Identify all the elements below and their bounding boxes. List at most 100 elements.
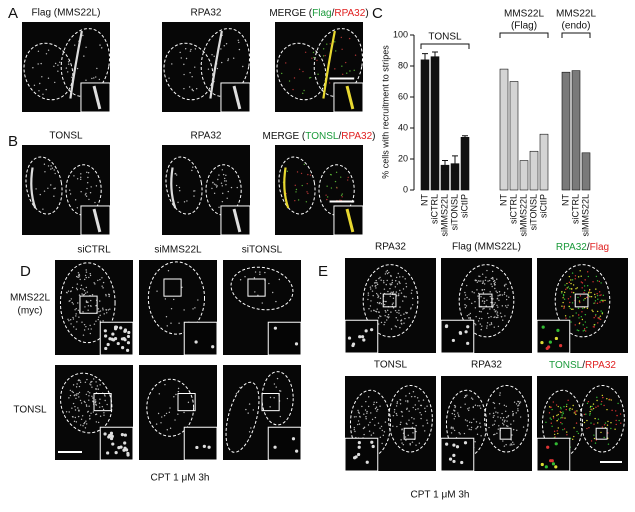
focus [615, 419, 617, 422]
inset-focus [551, 462, 556, 466]
label: siCTRL [77, 245, 111, 256]
inset-focus [121, 346, 125, 350]
focus [562, 429, 564, 431]
focus [367, 405, 370, 408]
focus [74, 199, 77, 201]
focus [422, 425, 424, 427]
x-tick-label: siCTRL [508, 194, 518, 224]
focus [452, 428, 454, 430]
focus [559, 406, 562, 409]
focus [341, 193, 344, 195]
focus [599, 301, 601, 303]
focus [577, 432, 580, 435]
focus [69, 389, 72, 392]
focus [502, 424, 505, 426]
focus [383, 431, 386, 433]
focus [468, 407, 470, 409]
focus [392, 307, 395, 309]
focus [77, 272, 80, 274]
focus [388, 316, 390, 318]
focus [488, 279, 491, 282]
focus [372, 294, 374, 297]
focus [395, 291, 398, 293]
focus [377, 317, 380, 319]
focus [602, 396, 604, 399]
inset [183, 321, 218, 356]
focus [471, 291, 473, 293]
focus [604, 422, 607, 424]
panel-letter: A [8, 5, 18, 22]
focus [85, 286, 88, 289]
x-tick-label: NT [560, 194, 570, 206]
focus [594, 293, 596, 296]
focus [412, 406, 414, 409]
focus [486, 322, 489, 324]
focus [414, 395, 416, 398]
focus [90, 186, 92, 188]
focus [183, 201, 186, 203]
focus [465, 305, 468, 307]
focus [37, 50, 40, 53]
label: TONSL [374, 360, 408, 371]
focus [545, 421, 547, 424]
focus [589, 295, 591, 298]
cell-outline [388, 385, 433, 453]
focus [459, 433, 461, 435]
focus [97, 308, 100, 310]
focus [566, 434, 568, 436]
focus [478, 275, 480, 277]
inset-focus [357, 440, 361, 445]
focus [226, 197, 228, 200]
panel-letter: E [318, 263, 328, 280]
focus [75, 421, 78, 423]
focus [500, 316, 503, 318]
focus [481, 273, 484, 275]
focus [95, 404, 98, 406]
x-tick-label: siCTRL [570, 194, 580, 224]
inset-focus [448, 457, 453, 461]
focus [394, 325, 396, 327]
focus [385, 283, 387, 286]
focus [600, 431, 602, 434]
focus [286, 397, 289, 400]
focus [40, 62, 42, 65]
focus [403, 313, 405, 315]
focus [396, 283, 399, 285]
focus [305, 201, 308, 203]
focus [279, 415, 282, 418]
focus [519, 416, 522, 418]
focus [44, 171, 46, 173]
inset-focus [194, 340, 198, 344]
focus [326, 196, 329, 198]
bracket [499, 32, 549, 38]
bar [430, 56, 440, 191]
focus [221, 200, 224, 203]
focus [474, 301, 476, 303]
focus [579, 295, 582, 297]
focus [74, 405, 76, 408]
focus [505, 444, 507, 446]
focus [601, 394, 604, 397]
focus [86, 171, 88, 174]
focus [452, 426, 454, 429]
focus [67, 290, 70, 292]
focus [569, 288, 571, 290]
stripe [69, 30, 83, 99]
focus [67, 318, 69, 321]
focus [365, 400, 367, 403]
inset-focus [295, 449, 299, 453]
focus [383, 323, 385, 326]
focus [597, 317, 599, 319]
inset-focus [458, 331, 463, 335]
focus [379, 297, 382, 299]
focus [89, 418, 91, 420]
focus [79, 288, 82, 290]
focus [494, 302, 496, 304]
focus [522, 426, 525, 428]
focus [468, 421, 471, 423]
focus [490, 301, 492, 304]
focus [225, 180, 227, 182]
focus [467, 408, 469, 410]
focus [396, 311, 398, 314]
inset-focus [106, 451, 110, 455]
